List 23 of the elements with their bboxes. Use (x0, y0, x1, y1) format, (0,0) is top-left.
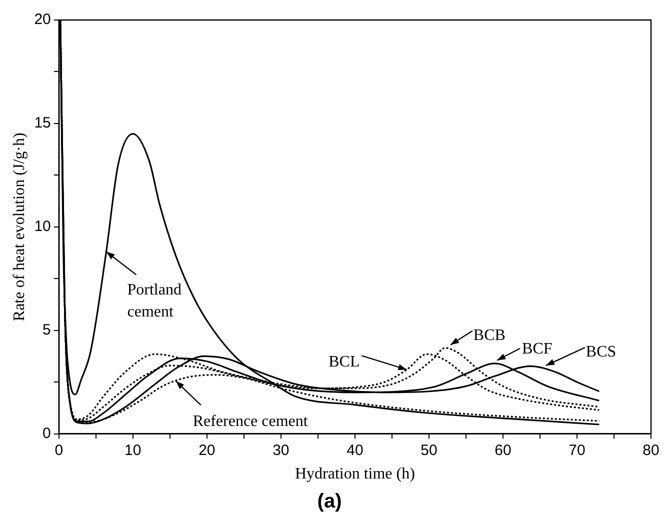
x-tick-label: 0 (54, 442, 64, 459)
x-axis-title: Hydration time (h) (294, 466, 415, 483)
annotation: Reference cement (192, 413, 308, 430)
x-tick-label: 10 (124, 442, 142, 459)
annotation: Portland cement (127, 282, 182, 321)
x-tick-label: 40 (346, 442, 364, 459)
text: (a) (317, 490, 342, 513)
x-tick-label: 80 (642, 442, 660, 459)
y-tick-label: 0 (42, 424, 51, 442)
y-axis-title: Rate of heat evolution (J/g·h) (10, 132, 28, 322)
annotation: BCS (586, 344, 616, 361)
x-tick-label: 60 (494, 442, 512, 459)
annotation: BCB (473, 326, 506, 344)
annotation: BCF (522, 340, 552, 358)
y-tick-label: 20 (34, 11, 51, 28)
x-tick-label: 70 (568, 442, 586, 459)
y-tick-label: 10 (34, 218, 51, 236)
y-tick-label: 15 (34, 114, 51, 132)
annotation: BCL (328, 354, 360, 371)
y-tick-label: 5 (42, 321, 51, 338)
x-tick-label: 30 (272, 442, 290, 459)
x-tick-label: 50 (420, 442, 438, 459)
x-tick-label: 20 (198, 442, 216, 459)
